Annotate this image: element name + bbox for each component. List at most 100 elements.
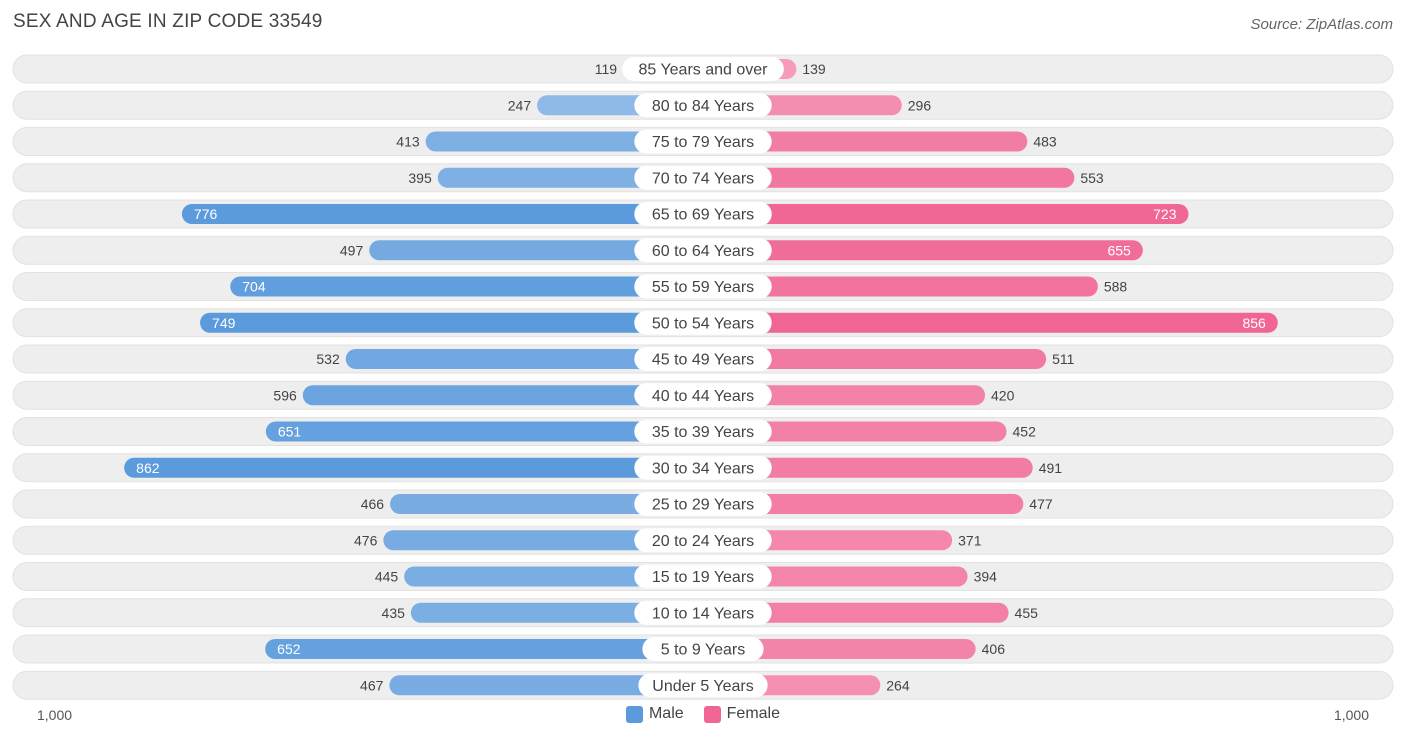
value-label-male: 435 xyxy=(382,605,406,621)
bar-female xyxy=(703,639,976,659)
value-label-female: 723 xyxy=(1153,206,1177,222)
category-label-bg xyxy=(634,492,772,516)
category-label: 20 to 24 Years xyxy=(652,533,754,550)
value-label-female: 477 xyxy=(1029,496,1053,512)
legend-swatch-male xyxy=(625,705,643,723)
value-label-female: 511 xyxy=(1052,351,1075,367)
category-label: 15 to 19 Years xyxy=(652,569,754,586)
bar-male xyxy=(265,639,703,659)
value-label-female: 420 xyxy=(991,387,1015,403)
value-label-male: 445 xyxy=(375,569,399,585)
value-label-female: 406 xyxy=(982,641,1006,657)
category-label-bg xyxy=(634,419,772,444)
axis-label-right: 1,000 xyxy=(1333,707,1369,723)
legend-item-female[interactable]: Female xyxy=(703,705,781,723)
value-label-male: 466 xyxy=(361,496,385,512)
category-label-bg xyxy=(634,600,772,625)
bar-male xyxy=(410,602,703,623)
category-label: 30 to 34 Years xyxy=(652,460,754,477)
value-label-female: 264 xyxy=(886,677,910,693)
value-label-male: 413 xyxy=(396,134,420,150)
bar-male xyxy=(124,457,704,478)
value-label-female: 455 xyxy=(1015,605,1039,621)
category-label: 45 to 49 Years xyxy=(652,352,754,369)
bar-male xyxy=(390,494,703,514)
category-label: 80 to 84 Years xyxy=(652,98,754,115)
bar-female xyxy=(703,240,1143,261)
bar-male xyxy=(200,312,703,333)
population-pyramid-chart: 85 Years and over 119 139 80 to 84 Years 247… xyxy=(12,54,1394,700)
bar-female xyxy=(703,421,1007,442)
category-label-bg xyxy=(622,57,784,81)
category-label-bg xyxy=(634,347,772,371)
category-label-bg xyxy=(642,637,764,661)
bar-male xyxy=(265,421,703,442)
legend-item-male[interactable]: Male xyxy=(625,705,684,723)
value-label-female: 296 xyxy=(908,97,932,113)
value-label-female: 491 xyxy=(1039,460,1063,476)
category-label: 35 to 39 Years xyxy=(652,424,754,441)
value-label-male: 749 xyxy=(212,315,236,331)
category-label: 10 to 14 Years xyxy=(652,605,754,622)
chart-title: SEX AND AGE IN ZIP CODE 33549 xyxy=(13,11,323,32)
category-label-bg xyxy=(634,93,772,118)
category-label-bg xyxy=(638,673,768,698)
category-label: 65 to 69 Years xyxy=(652,207,754,224)
bar-female xyxy=(703,349,1047,369)
bar-female xyxy=(703,494,1024,514)
bar-male xyxy=(345,349,703,369)
category-label-bg xyxy=(634,238,772,263)
category-label: 85 Years and over xyxy=(639,62,769,79)
value-label-male: 119 xyxy=(595,61,618,77)
bar-female xyxy=(703,312,1278,333)
category-label-bg xyxy=(634,129,772,154)
category-label: 55 to 59 Years xyxy=(652,279,754,296)
value-label-female: 139 xyxy=(802,61,826,77)
legend-label-female: Female xyxy=(726,705,781,722)
value-label-male: 651 xyxy=(278,424,302,440)
category-label: 75 to 79 Years xyxy=(652,134,754,151)
bar-male xyxy=(389,675,703,696)
category-label: 40 to 44 Years xyxy=(652,388,754,405)
bar-male xyxy=(383,530,703,551)
chart-legend: Male Female xyxy=(0,705,1406,723)
category-label: Under 5 Years xyxy=(652,678,753,695)
value-label-male: 247 xyxy=(508,97,532,113)
bar-male xyxy=(302,385,703,406)
category-label-bg xyxy=(634,165,772,190)
value-label-male: 532 xyxy=(316,351,340,367)
bar-female xyxy=(703,602,1009,623)
value-label-male: 652 xyxy=(277,641,301,657)
value-label-female: 655 xyxy=(1107,242,1131,258)
bar-male xyxy=(425,131,703,152)
category-label-bg xyxy=(634,274,772,299)
bar-female xyxy=(703,385,986,406)
value-label-female: 553 xyxy=(1080,170,1104,186)
bar-female xyxy=(703,204,1189,224)
chart-source: Source: ZipAtlas.com xyxy=(1250,16,1393,33)
bar-male xyxy=(181,204,703,224)
legend-swatch-female xyxy=(703,705,721,723)
category-label: 5 to 9 Years xyxy=(661,642,746,659)
bar-female xyxy=(703,457,1033,478)
category-label-bg xyxy=(634,202,772,226)
category-label: 70 to 74 Years xyxy=(652,170,754,187)
category-label-bg xyxy=(634,564,772,589)
value-label-female: 588 xyxy=(1104,279,1128,295)
value-label-male: 704 xyxy=(242,279,266,295)
value-label-male: 596 xyxy=(273,387,297,403)
bar-female xyxy=(703,131,1028,152)
value-label-female: 394 xyxy=(974,569,998,585)
value-label-male: 467 xyxy=(360,677,384,693)
value-label-female: 483 xyxy=(1033,134,1057,150)
value-label-male: 395 xyxy=(408,170,432,186)
category-label-bg xyxy=(634,383,772,408)
bar-male xyxy=(369,240,703,261)
category-label-bg xyxy=(634,528,772,553)
bar-female xyxy=(703,167,1075,188)
value-label-female: 452 xyxy=(1013,424,1037,440)
value-label-male: 497 xyxy=(340,242,364,258)
bar-female xyxy=(703,276,1098,297)
category-label: 25 to 29 Years xyxy=(652,497,754,514)
category-label: 60 to 64 Years xyxy=(652,243,754,260)
